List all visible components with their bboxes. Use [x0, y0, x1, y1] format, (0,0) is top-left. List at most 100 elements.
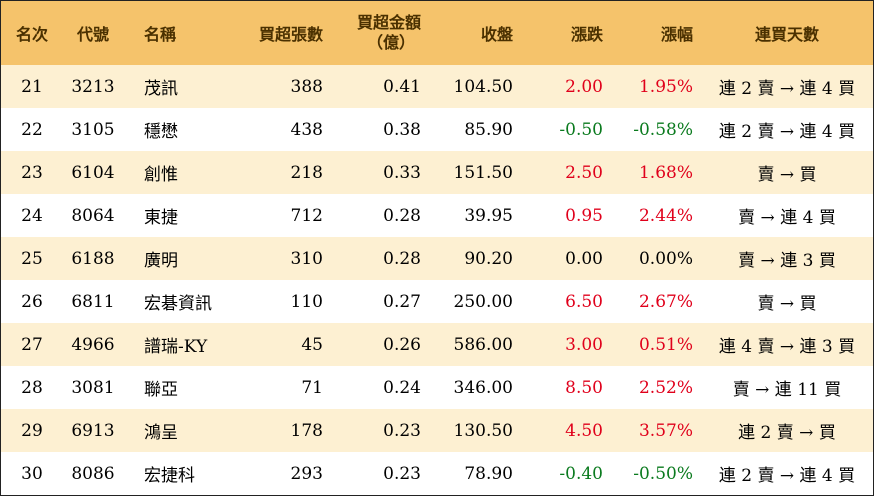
cell-name[interactable]: 鴻呈 — [144, 423, 178, 443]
cell-change-pct: 0.00% — [638, 248, 693, 269]
cell-name[interactable]: 茂訊 — [144, 79, 178, 99]
cell-streak: 賣 → 買 — [757, 294, 817, 314]
cell-rank: 24 — [21, 205, 43, 226]
cell-net-volume: 310 — [290, 248, 323, 269]
cell-name[interactable]: 東捷 — [144, 208, 178, 228]
cell-change-pct: -0.50% — [633, 463, 693, 484]
cell-change: -0.50 — [559, 119, 603, 140]
cell-streak: 賣 → 買 — [757, 165, 817, 185]
cell-change: 3.00 — [565, 334, 603, 355]
cell-net-volume: 438 — [290, 119, 323, 140]
cell-net-volume: 110 — [290, 291, 323, 312]
cell-net-amount: 0.28 — [383, 205, 421, 226]
cell-name[interactable]: 廣明 — [144, 251, 178, 271]
cell-streak: 賣 → 連 3 買 — [738, 251, 836, 271]
cell-change-pct: -0.58% — [633, 119, 693, 140]
table-row[interactable]: 28 3081 聯亞 71 0.24 346.00 8.50 2.52% 賣 → 連 11 買 — [1, 366, 873, 409]
header-close[interactable]: 收盤 — [480, 25, 513, 44]
table-row[interactable]: 24 8064 東捷 712 0.28 39.95 0.95 2.44% 賣 → 連 4 買 — [1, 194, 873, 237]
header-streak[interactable]: 連買天數 — [754, 25, 819, 44]
cell-code[interactable]: 6188 — [71, 248, 115, 269]
table-row[interactable]: 26 6811 宏碁資訊 110 0.27 250.00 6.50 2.67% 賣 → 買 — [1, 280, 873, 323]
header-net-amount-unit: （億） — [366, 33, 415, 52]
cell-change-pct: 2.44% — [638, 205, 693, 226]
table-row[interactable]: 21 3213 茂訊 388 0.41 104.50 2.00 1.95% 連 2 賣 → 連 … — [1, 65, 873, 108]
cell-net-volume: 45 — [301, 334, 323, 355]
header-name[interactable]: 名稱 — [144, 25, 177, 44]
table-row[interactable]: 22 3105 穩懋 438 0.38 85.90 -0.50 -0.58% 連 2 賣 → 連… — [1, 108, 873, 151]
table-row[interactable]: 30 8086 宏捷科 293 0.23 78.90 -0.40 -0.50% 連 2 賣 → … — [1, 452, 873, 495]
cell-close: 39.95 — [464, 205, 513, 226]
cell-close: 104.50 — [453, 76, 513, 97]
cell-rank: 29 — [21, 420, 43, 441]
cell-name[interactable]: 聯亞 — [144, 380, 178, 400]
cell-rank: 22 — [21, 119, 43, 140]
cell-code[interactable]: 6104 — [71, 162, 115, 183]
cell-streak: 連 2 賣 → 連 4 買 — [718, 79, 856, 99]
cell-change: 2.00 — [565, 76, 603, 97]
cell-name[interactable]: 穩懋 — [144, 122, 178, 142]
cell-name[interactable]: 宏碁資訊 — [144, 294, 212, 314]
cell-change: 6.50 — [565, 291, 603, 312]
cell-code[interactable]: 6913 — [71, 420, 115, 441]
cell-net-volume: 218 — [290, 162, 323, 183]
header-net-amount-line1: 買超金額 — [356, 13, 421, 32]
cell-change: 2.50 — [565, 162, 603, 183]
cell-streak: 連 2 賣 → 連 4 買 — [718, 122, 856, 142]
cell-code[interactable]: 3081 — [71, 377, 115, 398]
cell-net-volume: 71 — [301, 377, 323, 398]
cell-rank: 23 — [21, 162, 43, 183]
cell-net-volume: 712 — [290, 205, 323, 226]
table-row[interactable]: 27 4966 譜瑞-KY 45 0.26 586.00 3.00 0.51% 連 4 賣 → … — [1, 323, 873, 366]
cell-change-pct: 2.52% — [638, 377, 693, 398]
cell-name[interactable]: 創惟 — [144, 165, 178, 185]
header-change-pct[interactable]: 漲幅 — [660, 25, 693, 44]
header-rank[interactable]: 名次 — [15, 25, 48, 44]
cell-rank: 25 — [21, 248, 43, 269]
cell-net-amount: 0.41 — [383, 76, 421, 97]
cell-net-volume: 178 — [290, 420, 323, 441]
table-row[interactable]: 23 6104 創惟 218 0.33 151.50 2.50 1.68% 賣 → 買 — [1, 151, 873, 194]
header-code[interactable]: 代號 — [76, 25, 109, 44]
header-net-volume[interactable]: 買超張數 — [258, 25, 323, 44]
cell-change-pct: 3.57% — [638, 420, 693, 441]
cell-code[interactable]: 4966 — [71, 334, 115, 355]
cell-net-volume: 388 — [290, 76, 323, 97]
cell-close: 78.90 — [464, 463, 513, 484]
cell-change-pct: 2.67% — [638, 291, 693, 312]
table-row[interactable]: 29 6913 鴻呈 178 0.23 130.50 4.50 3.57% 連 2 賣 → 買 — [1, 409, 873, 452]
table-body: 21 3213 茂訊 388 0.41 104.50 2.00 1.95% 連 2 賣 → 連 … — [1, 65, 873, 495]
cell-change: 8.50 — [565, 377, 603, 398]
cell-close: 85.90 — [464, 119, 513, 140]
cell-net-amount: 0.26 — [383, 334, 421, 355]
cell-change: -0.40 — [559, 463, 603, 484]
cell-rank: 21 — [21, 76, 43, 97]
cell-close: 151.50 — [453, 162, 513, 183]
cell-code[interactable]: 3105 — [71, 119, 115, 140]
cell-net-amount: 0.28 — [383, 248, 421, 269]
cell-change-pct: 1.95% — [638, 76, 693, 97]
cell-name[interactable]: 宏捷科 — [144, 466, 195, 486]
cell-change-pct: 1.68% — [638, 162, 693, 183]
table-row[interactable]: 25 6188 廣明 310 0.28 90.20 0.00 0.00% 賣 → 連 3 買 — [1, 237, 873, 280]
cell-code[interactable]: 6811 — [71, 291, 115, 312]
cell-code[interactable]: 8086 — [71, 463, 115, 484]
cell-net-amount: 0.27 — [383, 291, 421, 312]
cell-net-amount: 0.33 — [383, 162, 421, 183]
cell-streak: 賣 → 連 4 買 — [738, 208, 836, 228]
cell-streak: 連 4 賣 → 連 3 買 — [718, 337, 856, 357]
header-change[interactable]: 漲跌 — [570, 25, 603, 44]
cell-code[interactable]: 8064 — [71, 205, 115, 226]
header-net-amount[interactable]: 買超金額 （億） — [331, 1, 421, 65]
cell-rank: 28 — [21, 377, 43, 398]
cell-net-amount: 0.24 — [383, 377, 421, 398]
cell-close: 346.00 — [453, 377, 513, 398]
cell-change-pct: 0.51% — [638, 334, 693, 355]
cell-close: 250.00 — [453, 291, 513, 312]
cell-net-amount: 0.23 — [383, 463, 421, 484]
cell-change: 0.95 — [565, 205, 603, 226]
cell-name[interactable]: 譜瑞-KY — [144, 337, 208, 357]
cell-code[interactable]: 3213 — [71, 76, 115, 97]
cell-net-amount: 0.23 — [383, 420, 421, 441]
